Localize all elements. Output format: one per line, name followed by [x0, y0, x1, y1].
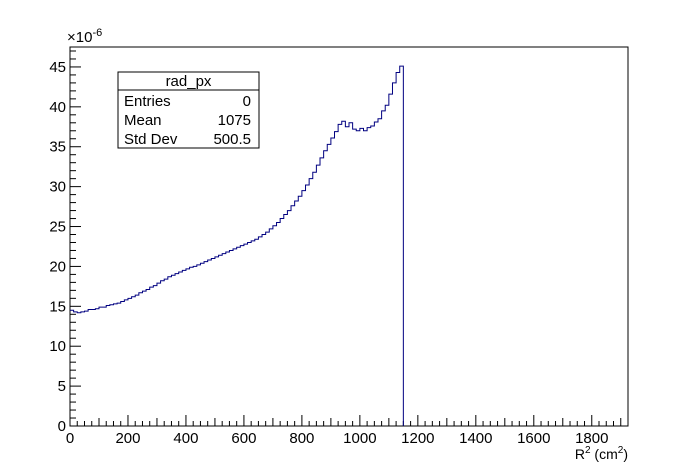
x-tick-label: 200 [115, 430, 140, 447]
y-tick-label: 20 [49, 258, 66, 275]
x-tick-label: 0 [66, 430, 74, 447]
stats-title: rad_px [166, 73, 212, 90]
plot-frame [69, 46, 629, 427]
stats-box: rad_px Entries 0 Mean 1075 Std Dev 500.5 [117, 71, 260, 149]
y-tick-label: 45 [49, 59, 66, 76]
y-tick-label: 40 [49, 99, 66, 116]
y-axis-multiplier: ×10-6 [67, 27, 102, 46]
x-tick-label: 800 [289, 430, 314, 447]
stats-value-stddev: 500.5 [213, 131, 251, 148]
x-axis-ticks [69, 415, 629, 426]
x-axis-tick-labels: 0 200 400 600 800 1000 1200 1400 1600 1800 [66, 430, 609, 447]
x-tick-label: 1800 [575, 430, 608, 447]
y-tick-label: 10 [49, 338, 66, 355]
y-tick-label: 5 [58, 378, 66, 395]
x-title-unit-open: (cm [591, 446, 618, 462]
y-axis-ticks [70, 50, 81, 427]
x-axis-title: R2 (cm2) [575, 445, 628, 462]
y-tick-label: 25 [49, 219, 66, 236]
x-tick-label: 600 [231, 430, 256, 447]
x-tick-label: 1000 [343, 430, 376, 447]
x-title-sup: 2 [585, 445, 591, 456]
x-tick-label: 1600 [517, 430, 550, 447]
y-multiplier-base: ×10 [67, 29, 92, 46]
y-multiplier-exponent: -6 [92, 27, 102, 39]
y-tick-label: 30 [49, 179, 66, 196]
x-tick-label: 1200 [401, 430, 434, 447]
y-tick-label: 15 [49, 298, 66, 315]
x-title-unit-close: ) [623, 446, 628, 462]
y-axis-tick-labels: 0 5 10 15 20 25 30 35 40 45 [49, 59, 66, 435]
histogram-line [70, 65, 404, 426]
x-title-unit-sup: 2 [618, 445, 624, 456]
x-title-base: R [575, 446, 585, 462]
y-tick-label: 0 [58, 418, 66, 435]
y-tick-label: 35 [49, 139, 66, 156]
stats-value-mean: 1075 [218, 112, 251, 129]
x-tick-label: 400 [173, 430, 198, 447]
stats-box-frame [117, 71, 260, 149]
x-tick-label: 1400 [459, 430, 492, 447]
stats-label-mean: Mean [124, 112, 162, 129]
stats-value-entries: 0 [243, 93, 251, 110]
stats-label-entries: Entries [124, 93, 171, 110]
stats-label-stddev: Std Dev [124, 131, 178, 148]
